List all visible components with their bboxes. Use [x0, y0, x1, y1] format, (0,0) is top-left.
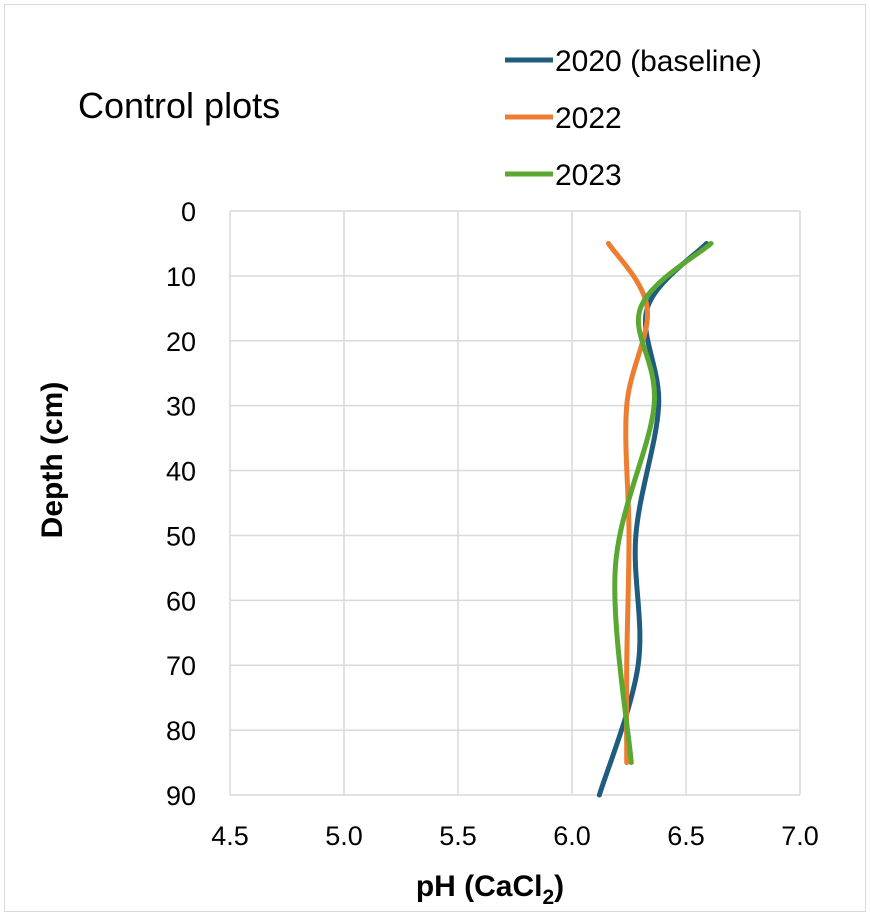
x-tick-label: 5.5: [439, 821, 477, 851]
series-line-0: [596, 240, 710, 798]
x-axis-title: pH (CaCl2): [416, 870, 564, 909]
legend-item-2023: 2023: [505, 159, 622, 192]
y-tick-label: 90: [166, 781, 196, 811]
y-tick-label: 80: [166, 716, 196, 746]
series-line-1: [605, 240, 651, 766]
legend-item-2020: 2020 (baseline): [505, 45, 762, 78]
legend-label-2022: 2022: [555, 102, 622, 135]
y-axis-title: Depth (cm): [36, 382, 69, 539]
x-tick-labels: 4.5 5.0 5.5 6.0 6.5 7.0: [211, 821, 819, 851]
x-axis-title-main: pH (CaCl: [416, 870, 543, 903]
y-tick-label: 0: [181, 197, 196, 227]
y-tick-labels: 0 10 20 30 40 50 60 70 80 90: [166, 197, 196, 811]
y-tick-label: 30: [166, 392, 196, 422]
legend-label-2023: 2023: [555, 159, 622, 192]
legend: 2020 (baseline) 2022 2023: [505, 45, 762, 192]
legend-item-2022: 2022: [505, 102, 622, 135]
series-lines: [596, 240, 714, 798]
y-tick-label: 50: [166, 521, 196, 551]
chart-title: Control plots: [78, 85, 280, 126]
y-tick-label: 10: [166, 262, 196, 292]
x-tick-label: 6.0: [553, 821, 591, 851]
grid-lines: [229, 210, 801, 796]
chart-frame: [4, 4, 866, 912]
x-tick-label: 4.5: [211, 821, 249, 851]
x-tick-label: 6.5: [667, 821, 705, 851]
legend-label-2020: 2020 (baseline): [555, 45, 762, 78]
y-tick-label: 40: [166, 457, 196, 487]
x-axis-title-subscript: 2: [542, 886, 554, 909]
y-tick-label: 60: [166, 586, 196, 616]
x-axis-title-suffix: ): [554, 870, 564, 903]
x-tick-label: 7.0: [781, 821, 819, 851]
series-line-2: [612, 240, 714, 766]
y-tick-label: 20: [166, 327, 196, 357]
x-tick-label: 5.0: [325, 821, 363, 851]
y-tick-label: 70: [166, 651, 196, 681]
